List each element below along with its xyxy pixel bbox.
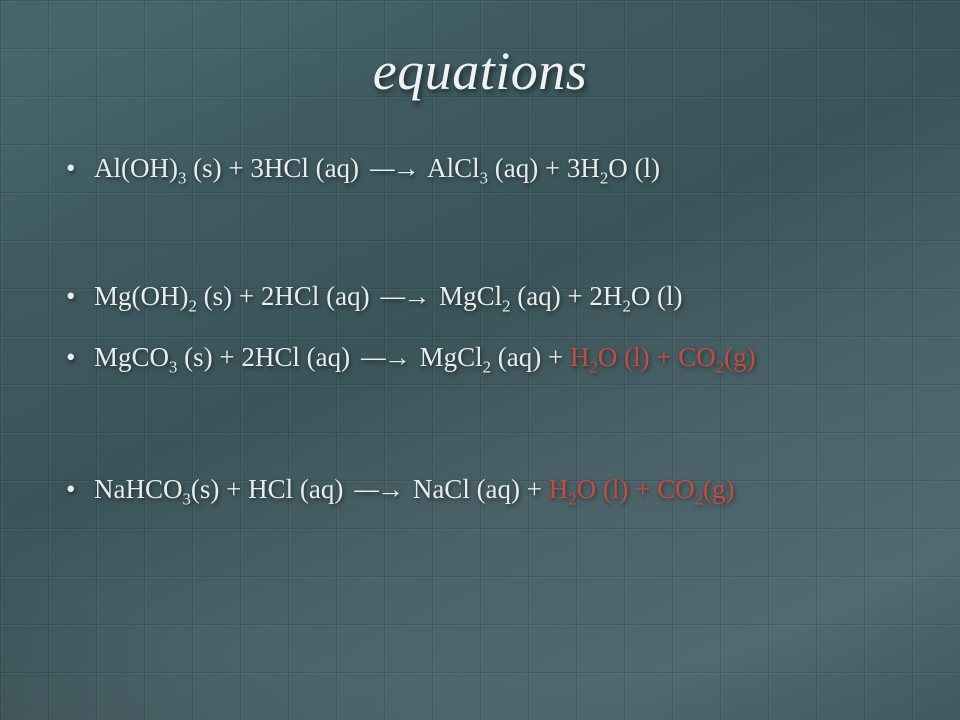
equation-item: Al(OH)3 (s) + 3HCl (aq) ⎯⎯→ AlCl3 (aq) +… — [60, 150, 900, 186]
subscript: 2 — [568, 490, 576, 509]
slide-title: equations — [60, 40, 900, 102]
equation-list: Al(OH)3 (s) + 3HCl (aq) ⎯⎯→ AlCl3 (aq) +… — [60, 150, 900, 508]
equation-text: H — [570, 342, 590, 372]
equation-text: (s) + 2HCl (aq) — [177, 342, 356, 372]
equation-text: (aq) + — [491, 342, 570, 372]
equation-text: (g) — [703, 474, 734, 504]
subscript: 2 — [189, 297, 197, 316]
equation-text: (g) — [724, 342, 755, 372]
equation-text: (aq) + 3H — [488, 153, 600, 183]
equation-text: MgCl — [432, 281, 502, 311]
equation-text: Al(OH) — [94, 153, 178, 183]
equation-text: MgCl — [413, 342, 483, 372]
equation-text: (s) + 3HCl (aq) — [186, 153, 365, 183]
equation-text: O (l) — [631, 281, 683, 311]
equation-text: NaHCO — [94, 474, 183, 504]
equation-text: MgCO — [94, 342, 169, 372]
equation-item: MgCO3 (s) + 2HCl (aq) ⎯⎯→ MgCl2 (aq) + H… — [60, 339, 900, 375]
equation-item: Mg(OH)2 (s) + 2HCl (aq) ⎯⎯→ MgCl2 (aq) +… — [60, 278, 900, 314]
equation-text: (s) + 2HCl (aq) — [197, 281, 376, 311]
equation-text: H — [549, 474, 569, 504]
subscript: 3 — [480, 168, 488, 187]
equation-text: NaCl (aq) + — [406, 474, 549, 504]
equation-item: NaHCO3(s) + HCl (aq) ⎯⎯→ NaCl (aq) + H2O… — [60, 471, 900, 507]
subscript: 2 — [716, 357, 724, 376]
equation-text: (s) + HCl (aq) — [191, 474, 350, 504]
reaction-arrow: ⎯⎯→ — [357, 339, 413, 375]
equation-text: O (l) — [608, 153, 660, 183]
subscript: 3 — [183, 490, 191, 509]
subscript: 2 — [589, 357, 597, 376]
subscript: 2 — [695, 490, 703, 509]
equation-text: O (l) + CO — [598, 342, 716, 372]
equation-text: Mg(OH) — [94, 281, 189, 311]
equation-text: AlCl — [422, 153, 480, 183]
equation-text: (aq) + 2H — [510, 281, 622, 311]
equation-text: O (l) + CO — [577, 474, 695, 504]
reaction-arrow: ⎯⎯→ — [376, 278, 432, 314]
reaction-arrow: ⎯⎯→ — [350, 471, 406, 507]
slide: equations Al(OH) 3 (s) + 3HCl (aq) ⎯⎯→ Al… — [0, 0, 960, 720]
subscript: 2 — [483, 357, 491, 376]
reaction-arrow: ⎯⎯→ — [366, 150, 422, 186]
subscript: 2 — [622, 297, 630, 316]
